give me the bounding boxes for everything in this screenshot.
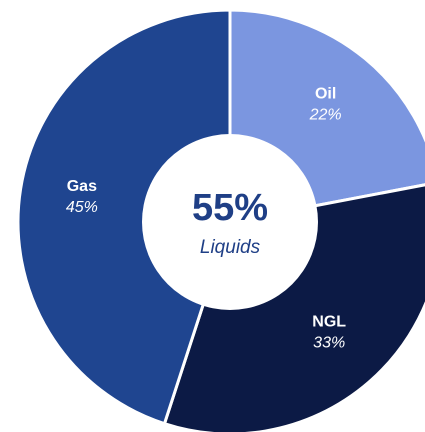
slice-value-label: 33% (313, 335, 345, 352)
donut-hole (142, 134, 318, 310)
slice-value-label: 45% (66, 199, 98, 216)
slice-label: Gas (67, 178, 97, 195)
slice-label: Oil (315, 86, 336, 103)
slice-label: NGL (312, 314, 346, 331)
slice (16, 8, 232, 426)
center-sublabel: Liquids (200, 237, 261, 258)
center-label: 55% (192, 187, 268, 229)
slice-value-label: 22% (309, 107, 342, 124)
